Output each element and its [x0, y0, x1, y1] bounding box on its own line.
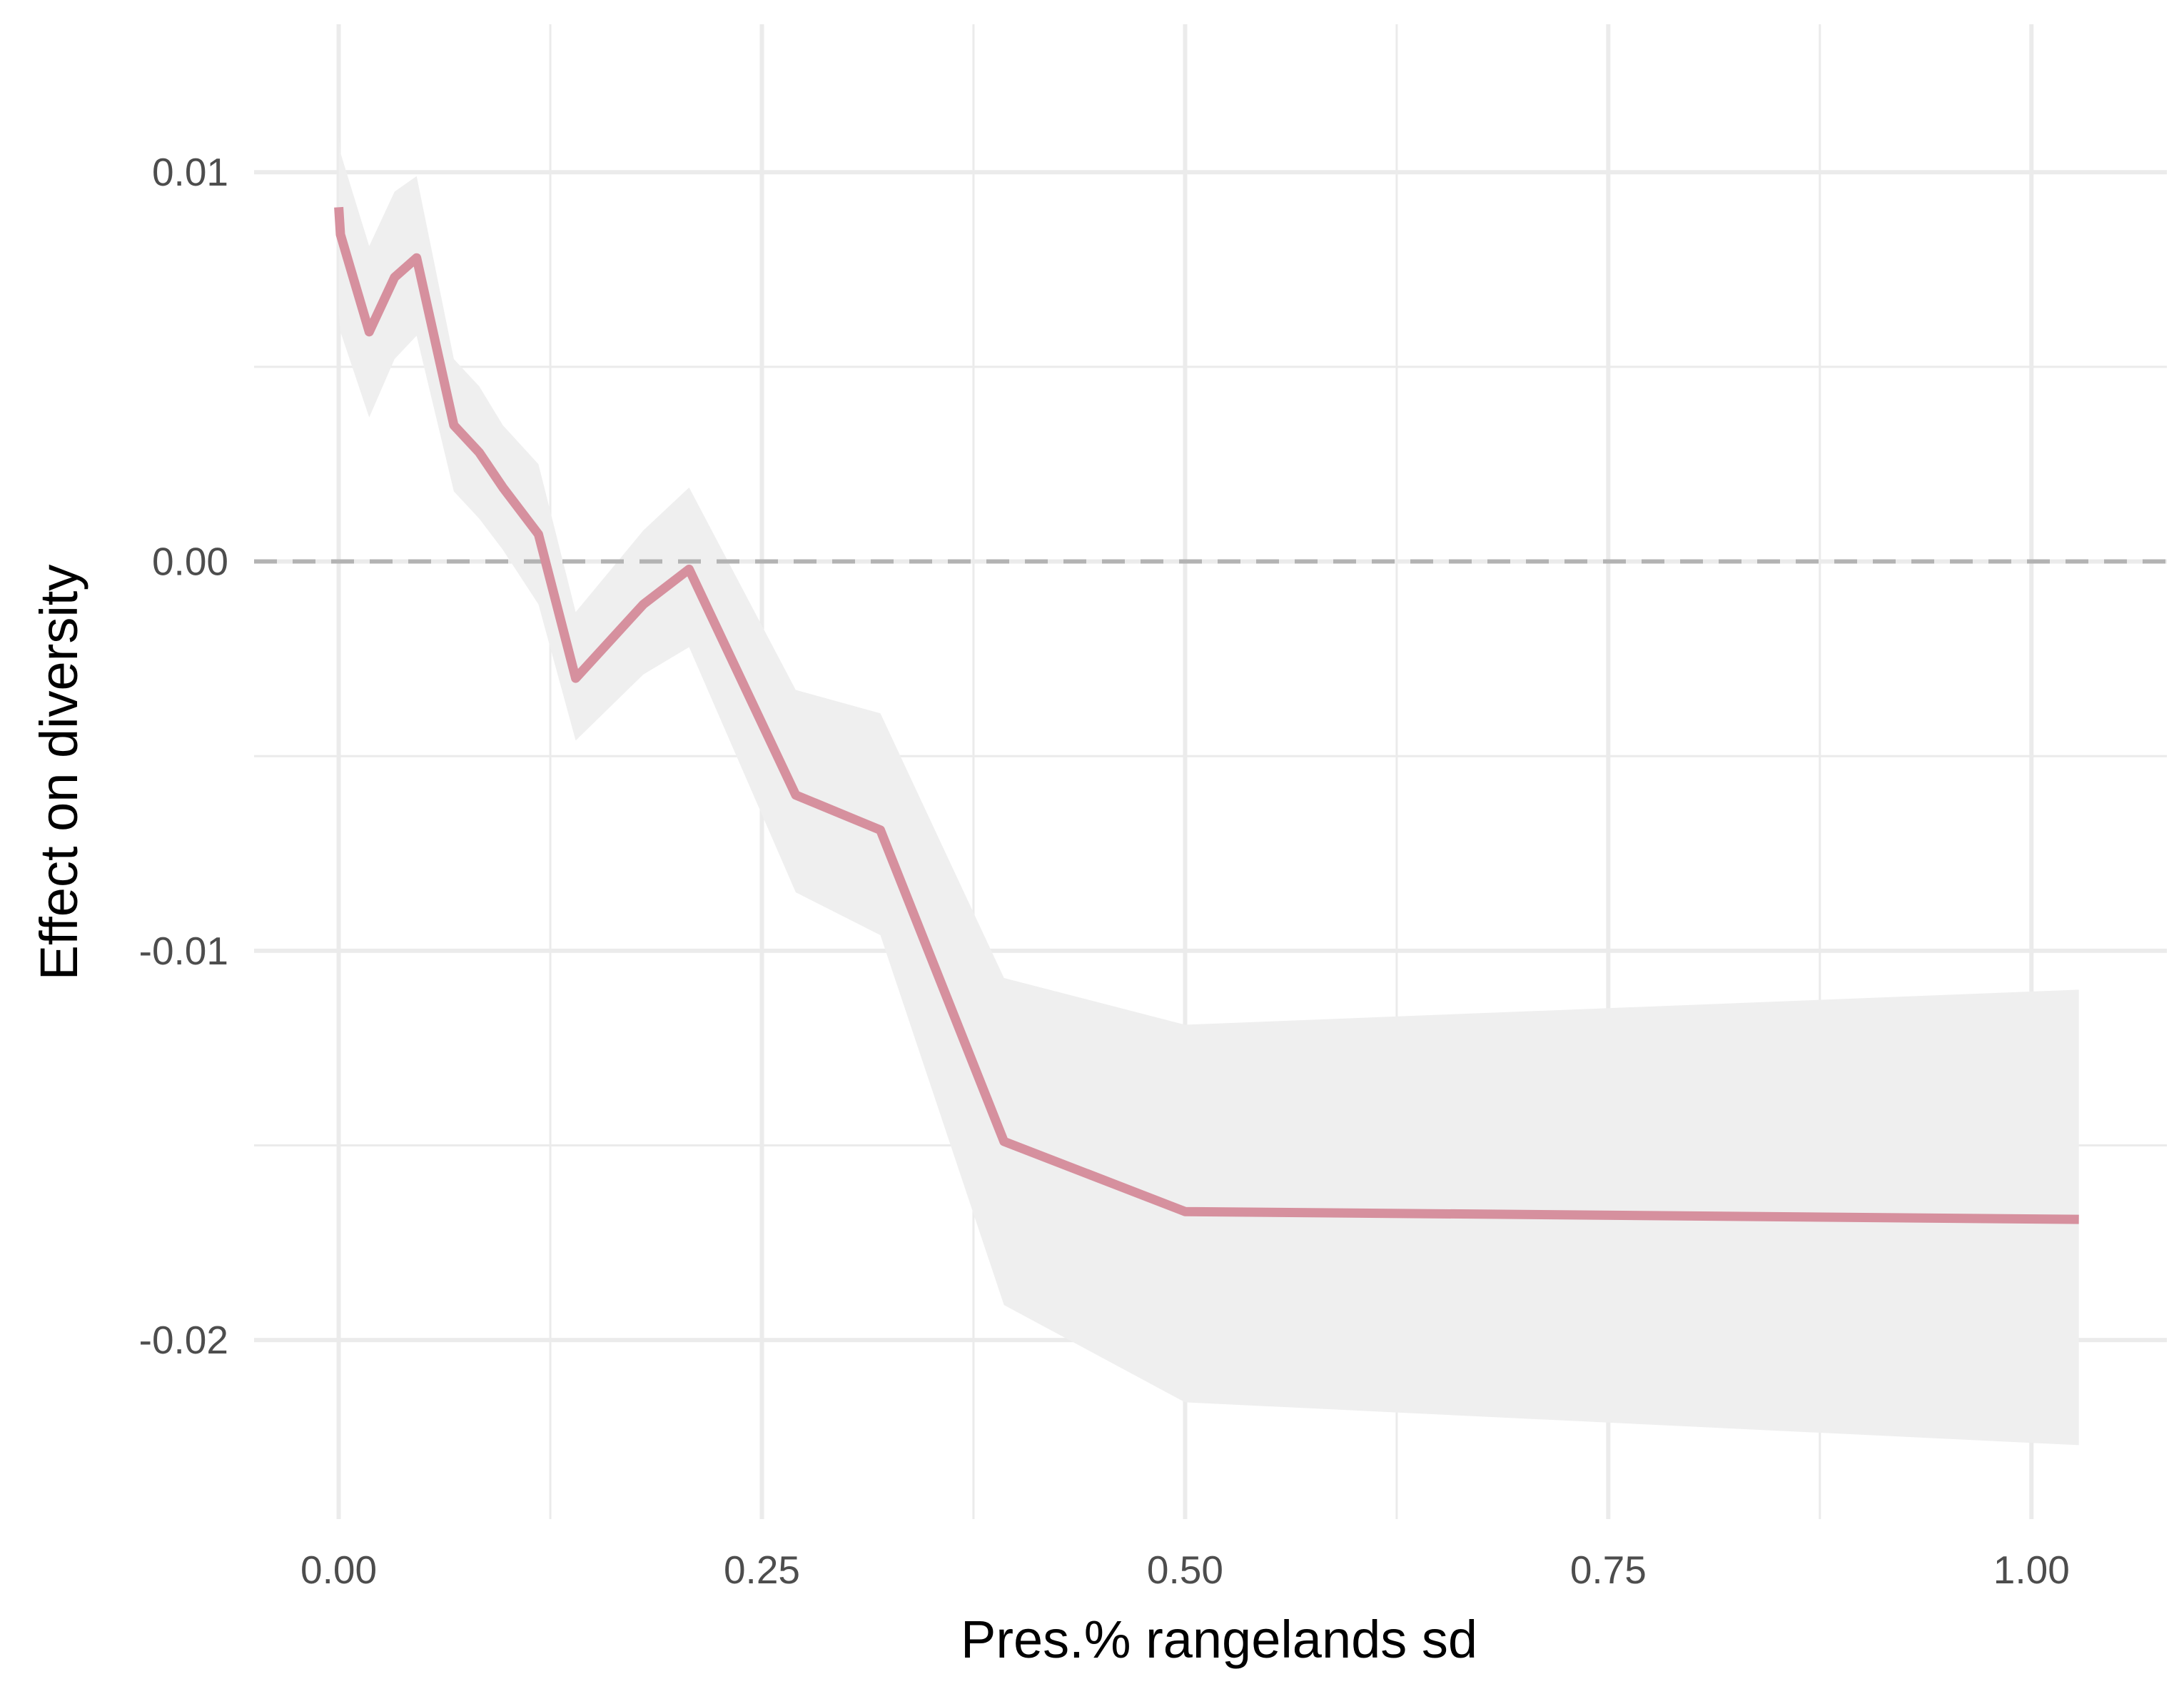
series-line — [334, 206, 2079, 1224]
x-tick-label: 0.25 — [724, 1548, 800, 1592]
x-tick-label: 0.00 — [300, 1548, 377, 1592]
confidence-ribbon — [338, 137, 2079, 1446]
y-tick-label: 0.01 — [152, 150, 228, 194]
y-tick-label: 0.00 — [152, 540, 228, 584]
y-axis-title: Effect on diversity — [29, 565, 89, 981]
x-axis-title: Pres.% rangelands sd — [961, 1610, 1477, 1669]
y-axis-tick-labels: 0.01 0.00 -0.01 -0.02 — [139, 150, 228, 1362]
y-tick-label: -0.01 — [139, 929, 228, 973]
y-tick-label: -0.02 — [139, 1318, 228, 1362]
x-tick-label: 0.75 — [1570, 1548, 1647, 1592]
confidence-ribbon-layer — [338, 137, 2079, 1446]
x-tick-label: 1.00 — [1993, 1548, 2070, 1592]
x-tick-label: 0.50 — [1147, 1548, 1223, 1592]
series-line-layer — [334, 206, 2079, 1224]
x-axis-tick-labels: 0.00 0.25 0.50 0.75 1.00 — [300, 1548, 2070, 1592]
